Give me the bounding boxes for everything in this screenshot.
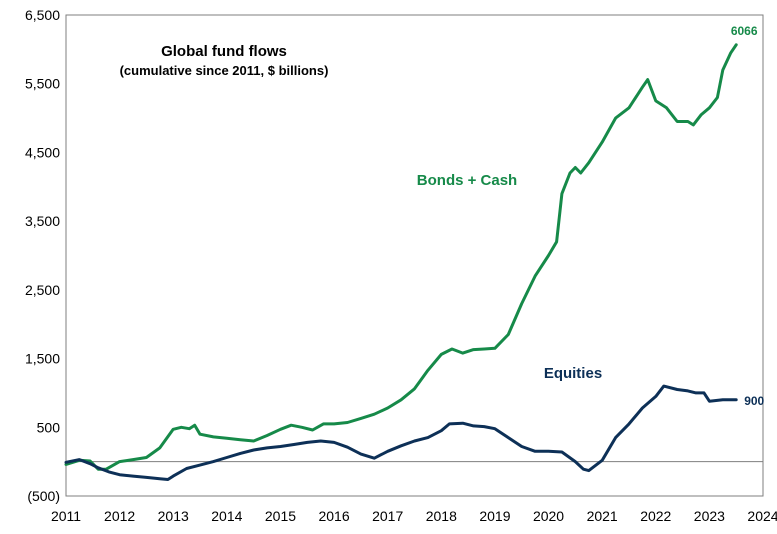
x-tick-label: 2020	[533, 508, 564, 524]
x-axis-ticks: 2011 2012 2013 2014 2015 2016 2017 2018 2019 2020…	[51, 508, 777, 524]
series-lines	[64, 43, 738, 481]
y-tick-label: 2,500	[25, 282, 60, 298]
x-tick-label: 2015	[265, 508, 296, 524]
x-tick-label: 2019	[479, 508, 510, 524]
y-tick-label: 3,500	[25, 213, 60, 229]
x-tick-label: 2021	[587, 508, 618, 524]
x-tick-label: 2014	[211, 508, 242, 524]
x-tick-label: 2022	[640, 508, 671, 524]
y-tick-label: 1,500	[25, 351, 60, 367]
series-label-equities: Equities	[544, 365, 602, 382]
end-value-label-equities: 900	[744, 394, 764, 408]
end-value-label-bonds-cash: 6066	[731, 24, 758, 38]
y-tick-label: 500	[37, 419, 61, 435]
series-line-bonds-cash	[64, 43, 738, 471]
y-tick-label: 4,500	[25, 144, 60, 160]
x-tick-label: 2016	[318, 508, 349, 524]
y-tick-label: 6,500	[25, 7, 60, 23]
x-tick-label: 2017	[372, 508, 403, 524]
series-line-equities	[64, 384, 738, 481]
x-tick-label: 2018	[426, 508, 457, 524]
series-label-bonds-cash: Bonds + Cash	[417, 172, 517, 189]
y-tick-label: (500)	[27, 488, 60, 504]
x-tick-label: 2013	[158, 508, 189, 524]
chart-subtitle: (cumulative since 2011, $ billions)	[120, 63, 329, 78]
x-tick-label: 2023	[694, 508, 725, 524]
plot-area-border	[65, 14, 764, 497]
x-tick-label: 2012	[104, 508, 135, 524]
y-axis-ticks: (500) 500 1,500 2,500 3,500 4,500 5,500 6,500	[25, 7, 60, 504]
x-tick-label: 2024	[747, 508, 777, 524]
chart-title: Global fund flows	[161, 43, 287, 60]
y-tick-label: 5,500	[25, 76, 60, 92]
x-tick-label: 2011	[51, 508, 81, 524]
series-labels: Bonds + Cash 6066 Equities 900	[417, 24, 765, 408]
